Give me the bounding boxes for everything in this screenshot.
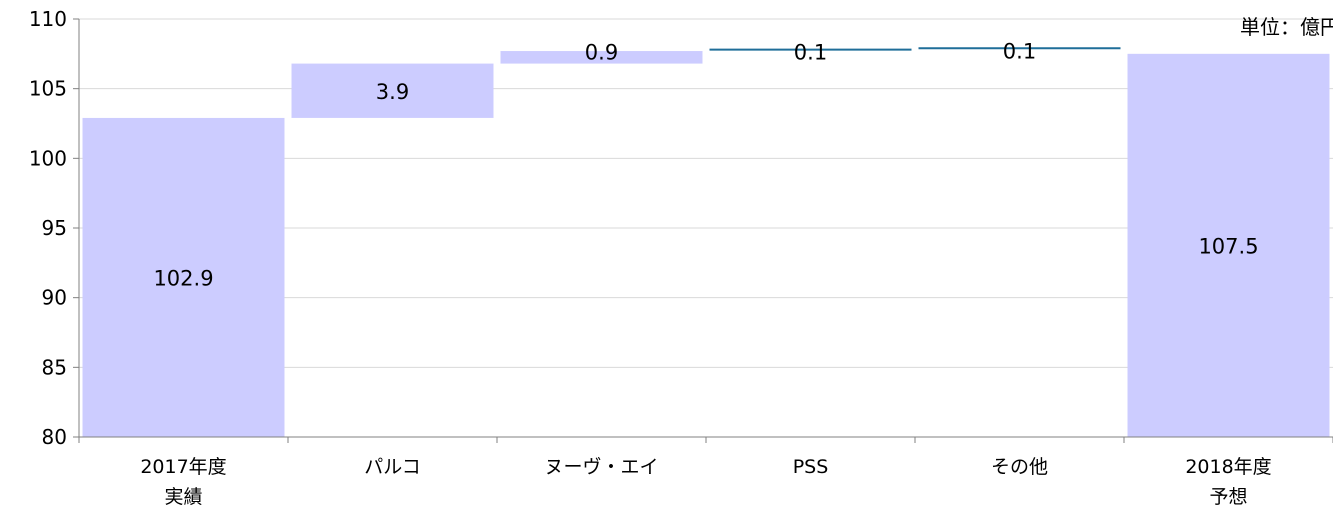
x-category-label: PSS (793, 456, 829, 478)
x-category-label: パルコ (364, 456, 421, 478)
x-category-label-line: その他 (991, 456, 1048, 478)
data-label: 0.1 (1003, 39, 1036, 63)
x-category-label-line: 2017年度 (140, 456, 226, 478)
x-category-label-line: ヌーヴ・エイ (544, 456, 658, 478)
unit-label: 単位：億円 (1240, 15, 1333, 39)
y-tick-label: 105 (29, 77, 67, 101)
bar (1127, 53, 1330, 437)
data-labels: 102.9 3.9 0.9 0.1 0.1 107.5 (153, 39, 1258, 290)
gridlines (79, 18, 1333, 368)
y-tick-label: 110 (29, 7, 67, 31)
y-tick-label: 80 (42, 425, 67, 449)
x-category-label-line: 2018年度 (1185, 456, 1271, 478)
bar (82, 117, 285, 437)
x-category-label: ヌーヴ・エイ (544, 456, 658, 478)
data-label: 0.9 (585, 41, 618, 65)
data-label: 3.9 (376, 80, 409, 104)
bar (291, 63, 494, 118)
x-category-label-line: PSS (793, 456, 829, 478)
x-category-label: 2017年度実績 (140, 456, 226, 508)
data-label: 102.9 (153, 266, 213, 290)
x-category-label-line: パルコ (364, 456, 421, 478)
bar (500, 51, 703, 64)
x-category-label: 2018年度予想 (1185, 456, 1271, 508)
x-category-label-line: 実績 (164, 486, 202, 508)
bars (82, 47, 1330, 437)
y-tick-label: 85 (42, 355, 67, 379)
x-category-label: その他 (991, 456, 1048, 478)
y-tick-label: 100 (29, 146, 67, 170)
data-label: 0.1 (794, 41, 827, 65)
y-tick-label: 90 (42, 286, 67, 310)
y-tick-label: 95 (42, 216, 67, 240)
x-category-label-line: 予想 (1209, 486, 1247, 508)
axes: 80 85 90 95 100 105 110 2017年度実績 パルコ ヌーヴ・エイ PSS その他… (29, 7, 1333, 508)
data-label: 107.5 (1198, 234, 1258, 258)
